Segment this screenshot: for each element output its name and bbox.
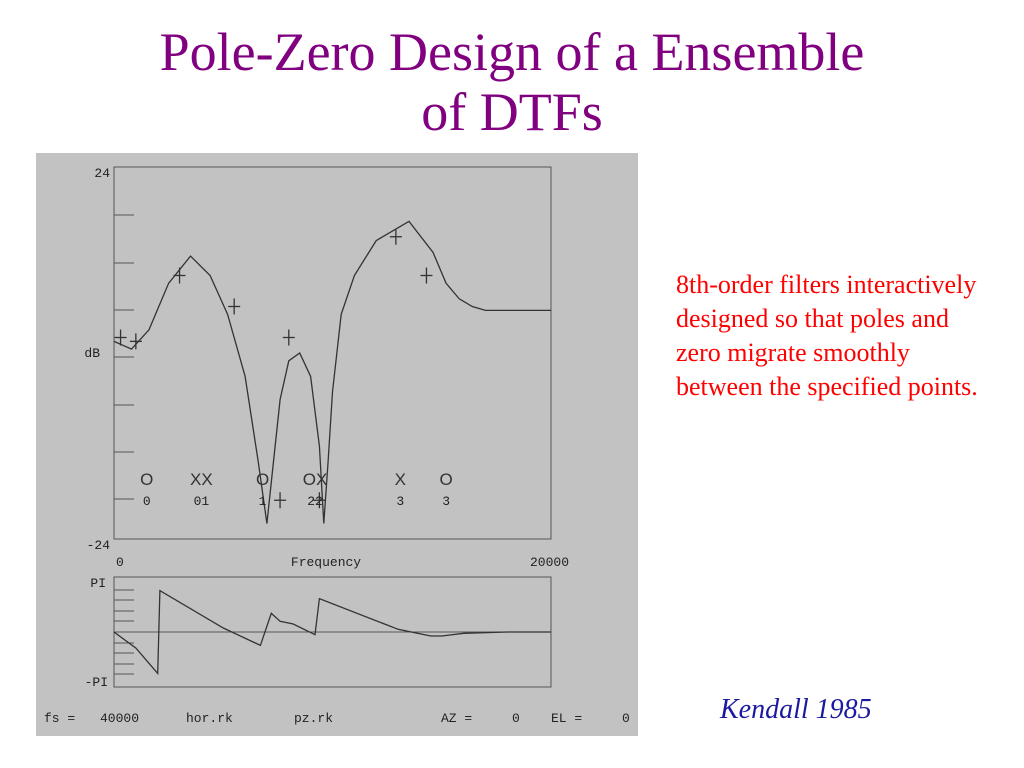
pole-zero-symbol: O	[256, 470, 269, 489]
az-label: AZ =	[441, 711, 472, 726]
pole-zero-marks: O 0 XX 01 O 1 OX 22 X 3 O 3	[140, 470, 453, 509]
phase-tick-top: PI	[90, 576, 106, 591]
fs-label: fs =	[44, 711, 75, 726]
x-axis-label: Frequency	[291, 555, 361, 570]
pole-zero-symbol: X	[395, 470, 406, 489]
fs-value: 40000	[100, 711, 139, 726]
phase-y-ticks	[114, 589, 134, 675]
pole-zero-label: 0	[143, 494, 151, 509]
file2-name: pz.rk	[294, 711, 333, 726]
plus-marker	[420, 267, 433, 284]
az-value: 0	[512, 711, 520, 726]
pole-zero-symbol: O	[140, 470, 153, 489]
x-tick-right: 20000	[530, 555, 569, 570]
pole-zero-label: 22	[307, 494, 323, 509]
plus-marker	[129, 333, 142, 350]
y-tick-top: 24	[94, 166, 110, 181]
plus-marker	[313, 492, 326, 509]
pole-zero-symbol: O	[440, 470, 453, 489]
plus-marker	[173, 267, 186, 284]
citation-text: Kendall 1985	[720, 694, 872, 725]
magnitude-series-line	[113, 220, 551, 524]
phase-tick-bottom: -PI	[85, 675, 108, 690]
file1-name: hor.rk	[186, 711, 233, 726]
magnitude-y-ticks	[114, 214, 134, 500]
y-tick-bottom: -24	[87, 538, 111, 553]
slide-title-line1: Pole-Zero Design of a Ensemble	[159, 22, 865, 82]
pole-zero-symbol: OX	[303, 470, 328, 489]
pole-zero-label: 1	[259, 494, 267, 509]
phase-series-line	[113, 589, 551, 676]
plus-marker	[114, 329, 127, 346]
slide-title-line2: of DTFs	[421, 82, 603, 142]
el-value: 0	[622, 711, 630, 726]
status-bar: fs = 40000 hor.rk pz.rk AZ = 0 EL = 0	[44, 711, 630, 726]
plus-marker	[389, 228, 402, 245]
slide-title: Pole-Zero Design of a Ensemble of DTFs	[0, 22, 1024, 142]
x-tick-left: 0	[116, 555, 124, 570]
plot-panel: 24 dB -24 0 20000 Frequency O 0 XX 01 O 1 OX 22…	[36, 153, 638, 736]
pole-zero-label: 3	[396, 494, 404, 509]
plus-marker	[282, 329, 295, 346]
magnitude-plot-frame	[113, 166, 552, 540]
plot-svg: 24 dB -24 0 20000 Frequency O0XX01O1OX22…	[44, 166, 630, 726]
y-axis-label: dB	[84, 346, 100, 361]
plus-marker	[228, 298, 241, 315]
caption-text: 8th-order filters interactively designed…	[676, 270, 978, 401]
el-label: EL =	[551, 711, 582, 726]
pole-zero-label: 3	[442, 494, 450, 509]
plus-marker	[274, 492, 287, 509]
magnitude-markers	[114, 228, 433, 509]
pole-zero-symbol: XX	[190, 470, 213, 489]
pole-zero-label: 01	[194, 494, 210, 509]
